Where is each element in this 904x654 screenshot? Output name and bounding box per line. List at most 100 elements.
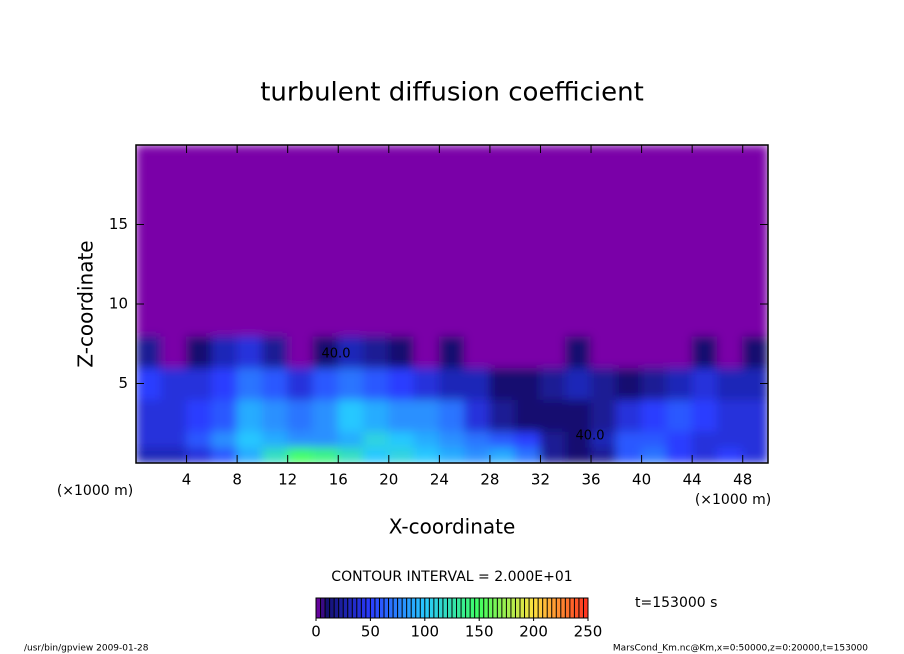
colorbar-stripe bbox=[533, 598, 539, 618]
cell bbox=[489, 335, 516, 369]
time-label: t=153000 s bbox=[635, 595, 717, 611]
colorbar-stripe bbox=[474, 598, 480, 618]
cell bbox=[691, 145, 718, 337]
colorbar-stripe bbox=[470, 598, 476, 618]
colorbar-stripe bbox=[578, 598, 584, 618]
cell bbox=[413, 367, 440, 400]
cell bbox=[261, 145, 289, 337]
cell bbox=[388, 430, 415, 448]
cell bbox=[287, 398, 314, 432]
cell bbox=[565, 398, 592, 432]
cell bbox=[514, 398, 541, 432]
footer-right: MarsCond_Km.nc@Km,x=0:50000,z=0:20000,t=… bbox=[613, 644, 868, 654]
colorbar-stripe bbox=[565, 598, 571, 618]
colorbar-tick-label: 250 bbox=[574, 623, 603, 641]
cell bbox=[363, 367, 390, 400]
colorbar: 0 50 100 150 200 250 bbox=[311, 597, 603, 641]
cell bbox=[186, 430, 213, 448]
cell bbox=[413, 430, 440, 448]
colorbar-stripe bbox=[452, 598, 458, 618]
colorbar-stripe bbox=[442, 598, 448, 618]
colorbar-stripe bbox=[479, 598, 485, 618]
cell bbox=[438, 398, 466, 432]
cell bbox=[742, 430, 768, 448]
cell bbox=[514, 446, 541, 463]
contour-label: 40.0 bbox=[576, 429, 605, 444]
cell bbox=[666, 335, 693, 369]
cell bbox=[464, 367, 491, 400]
cell bbox=[641, 446, 668, 463]
cell bbox=[464, 446, 491, 463]
cell bbox=[236, 430, 263, 448]
colorbar-stripe bbox=[374, 598, 380, 618]
cell bbox=[565, 446, 592, 463]
cell bbox=[716, 145, 744, 337]
colorbar-stripe bbox=[352, 598, 358, 618]
colorbar-stripe bbox=[379, 598, 385, 618]
cell bbox=[312, 430, 339, 448]
cell bbox=[641, 335, 668, 369]
cell bbox=[211, 430, 238, 448]
colorbar-stripe bbox=[325, 598, 331, 618]
x-tick-label: 20 bbox=[379, 471, 398, 489]
colorbar-stripe bbox=[343, 598, 349, 618]
cell bbox=[363, 145, 390, 337]
x-unit-right: (×1000 m) bbox=[695, 492, 771, 508]
cell bbox=[666, 398, 693, 432]
cell bbox=[160, 398, 188, 432]
cell bbox=[742, 335, 768, 369]
y-tick-label: 10 bbox=[109, 295, 128, 313]
colorbar-stripe bbox=[406, 598, 412, 618]
colorbar-stripe bbox=[329, 598, 335, 618]
cell bbox=[666, 145, 693, 337]
cell bbox=[261, 367, 289, 400]
cell bbox=[666, 430, 693, 448]
cell bbox=[186, 446, 213, 463]
cell bbox=[287, 446, 314, 463]
x-tick-label: 40 bbox=[632, 471, 651, 489]
cell bbox=[590, 367, 617, 400]
colorbar-tick-label: 0 bbox=[311, 623, 321, 641]
cell bbox=[539, 335, 567, 369]
contour-interval: CONTOUR INTERVAL = 2.000E+01 bbox=[331, 569, 572, 585]
cell bbox=[211, 145, 238, 337]
colorbar-stripe bbox=[415, 598, 421, 618]
colorbar-stripe bbox=[411, 598, 417, 618]
colorbar-stripe bbox=[560, 598, 566, 618]
colorbar-stripe bbox=[388, 598, 394, 618]
cells bbox=[136, 145, 768, 463]
cell bbox=[236, 145, 263, 337]
cell bbox=[438, 367, 466, 400]
cell bbox=[666, 446, 693, 463]
cell bbox=[489, 430, 516, 448]
cell bbox=[464, 335, 491, 369]
x-axis-label: X-coordinate bbox=[389, 515, 516, 539]
cell bbox=[186, 145, 213, 337]
cell bbox=[136, 430, 162, 448]
colorbar-stripe bbox=[402, 598, 408, 618]
colorbar-tick-label: 150 bbox=[465, 623, 494, 641]
colorbar-stripe bbox=[361, 598, 367, 618]
cell bbox=[716, 446, 744, 463]
colorbar-stripe bbox=[461, 598, 467, 618]
cell bbox=[388, 335, 415, 369]
x-tick-label: 4 bbox=[182, 471, 192, 489]
colorbar-stripe bbox=[510, 598, 516, 618]
cell bbox=[641, 398, 668, 432]
footer-left: /usr/bin/gpview 2009-01-28 bbox=[24, 644, 149, 654]
colorbar-stripe bbox=[370, 598, 376, 618]
cell bbox=[641, 430, 668, 448]
cell bbox=[716, 367, 744, 400]
colorbar-stripe bbox=[438, 598, 444, 618]
cell bbox=[615, 430, 643, 448]
cell bbox=[312, 145, 339, 337]
cell bbox=[211, 335, 238, 369]
colorbar-stripe bbox=[365, 598, 371, 618]
cell bbox=[160, 145, 188, 337]
cell bbox=[514, 145, 541, 337]
colorbar-stripe bbox=[547, 598, 553, 618]
colorbar-stripe bbox=[492, 598, 498, 618]
cell bbox=[312, 367, 339, 400]
y-axis-label: Z-coordinate bbox=[74, 240, 98, 367]
colorbar-stripe bbox=[583, 598, 589, 618]
